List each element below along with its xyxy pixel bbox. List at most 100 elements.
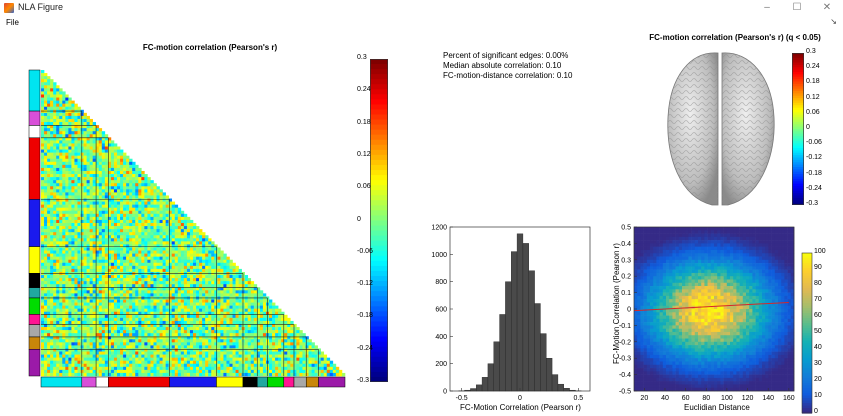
histogram-bar xyxy=(522,243,529,392)
density-colorbar-tick: 20 xyxy=(814,376,822,383)
network-label-left xyxy=(28,314,41,325)
histogram-plot: 1200 1000 800 600 400 200 0 -0.5 0 0.5 xyxy=(431,225,591,402)
network-label-left xyxy=(28,297,41,315)
menu-file[interactable]: File xyxy=(6,18,19,27)
histogram-ytick: 400 xyxy=(435,334,447,341)
histogram-bar xyxy=(546,357,553,392)
network-label-bottom xyxy=(40,376,83,388)
histogram-bar xyxy=(481,377,489,392)
network-label-left xyxy=(28,110,41,126)
scatter-xtick: 40 xyxy=(661,395,669,402)
histogram-bar xyxy=(551,374,559,392)
matrix-colorbar-tick: -0.12 xyxy=(357,280,373,288)
histogram-bar xyxy=(470,388,477,392)
histogram-ytick: 1200 xyxy=(431,225,447,232)
network-label-bottom xyxy=(169,376,217,388)
scatter-xtick: 140 xyxy=(762,395,774,402)
brain-colorbar-tick: 0 xyxy=(806,124,810,131)
matrix-title: FC-motion correlation (Pearson's r) xyxy=(142,43,278,52)
network-label-left xyxy=(28,349,41,377)
histogram-bar xyxy=(505,281,512,392)
density-colorbar xyxy=(801,252,813,414)
close-button[interactable]: ✕ xyxy=(822,2,832,13)
network-label-bottom xyxy=(305,376,319,388)
brain-colorbar-tick: 0.3 xyxy=(806,48,816,55)
brain-colorbar-tick: -0.3 xyxy=(806,200,819,207)
scatter-ytick: -0.3 xyxy=(619,356,631,363)
histogram-bar xyxy=(476,384,483,392)
histogram-bar xyxy=(540,333,547,392)
brain-colorbar-tick: -0.06 xyxy=(806,139,822,147)
histogram-ytick: 0 xyxy=(443,389,447,396)
histogram-bar xyxy=(528,270,535,392)
scatter-xtick: 100 xyxy=(721,395,733,402)
histogram-xlabel: FC-Motion Correlation (Pearson r) xyxy=(460,403,581,412)
brain-colorbar-tick: -0.12 xyxy=(806,154,822,162)
density-colorbar-tick: 90 xyxy=(814,264,822,271)
scatter-ytick: -0.5 xyxy=(619,389,631,396)
density-colorbar-tick: 10 xyxy=(814,392,822,399)
density-colorbar-tick: 50 xyxy=(814,328,822,335)
window-title: NLA Figure xyxy=(18,2,64,12)
menu-bar: File ↘ xyxy=(0,16,843,29)
density-colorbar-tick: 60 xyxy=(814,312,822,319)
matrix-colorbar-tick: 0.06 xyxy=(357,183,371,191)
regression-line xyxy=(633,301,789,312)
histogram-bar xyxy=(499,314,506,392)
brain-colorbar-tick: 0.18 xyxy=(806,78,820,86)
density-colorbar-tick: 40 xyxy=(814,344,822,351)
histogram-bar xyxy=(516,233,524,392)
density-colorbar-tick: 80 xyxy=(814,280,822,287)
correlation-matrix xyxy=(28,69,346,388)
matrix-colorbar xyxy=(370,59,388,382)
brain-colorbar-tick: 0.24 xyxy=(806,63,820,71)
network-label-left xyxy=(28,287,41,299)
brain-title: FC-motion correlation (Pearson's r) (q <… xyxy=(649,33,821,42)
network-label-bottom xyxy=(81,376,97,388)
density-colorbar-tick: 0 xyxy=(814,408,818,415)
histogram-xtick: 0 xyxy=(518,395,522,402)
network-label-bottom xyxy=(108,376,170,388)
scatter-xlabel: Euclidian Distance xyxy=(684,403,750,412)
histogram-bar xyxy=(493,341,500,392)
matrix-colorbar-tick: 0.24 xyxy=(357,86,371,94)
network-label-left xyxy=(28,199,41,247)
maximize-button[interactable]: ☐ xyxy=(792,2,802,13)
network-label-left xyxy=(28,125,41,139)
brain-colorbar-tick: -0.18 xyxy=(806,169,822,177)
brain-colorbar-tick: 0.06 xyxy=(806,108,820,116)
histogram-xtick: -0.5 xyxy=(456,395,468,402)
network-label-bottom xyxy=(242,376,258,388)
minimize-button[interactable]: – xyxy=(764,2,770,13)
matrix-colorbar-tick: -0.06 xyxy=(357,247,373,255)
density-colorbar-tick: 100 xyxy=(814,248,826,255)
network-label-bottom xyxy=(257,376,268,388)
histogram-bar xyxy=(511,251,518,392)
figure-canvas: FC-motion correlation (Pearson's r) 0.3 0… xyxy=(0,29,843,416)
scatter-ytick: -0.1 xyxy=(619,323,631,330)
matrix-colorbar-tick: 0.18 xyxy=(357,118,371,126)
scatter-ytick: 0 xyxy=(627,307,631,314)
matrix-colorbar-tick: 0.3 xyxy=(357,54,367,61)
toolbar-toggle-icon[interactable]: ↘ xyxy=(830,17,837,26)
matrix-colorbar-tick: -0.18 xyxy=(357,312,373,320)
scatter-xtick: 20 xyxy=(640,395,648,402)
matrix-colorbar-tick: -0.24 xyxy=(357,344,373,352)
scatter-xtick: 160 xyxy=(783,395,795,402)
window-titlebar: NLA Figure – ☐ ✕ xyxy=(0,0,843,17)
network-label-bottom xyxy=(283,376,295,388)
stat-distance-correlation: FC-motion-distance correlation: 0.10 xyxy=(443,71,573,80)
matrix-colorbar-tick: 0 xyxy=(357,215,361,223)
scatter-ytick: -0.4 xyxy=(619,372,631,379)
network-label-left xyxy=(28,336,41,350)
scatter-ytick: 0.1 xyxy=(621,290,631,297)
scatter-xtick: 120 xyxy=(742,395,754,402)
scatter-xtick: 60 xyxy=(682,395,690,402)
stat-median-correlation: Median absolute correlation: 0.10 xyxy=(443,61,562,70)
network-label-bottom xyxy=(293,376,307,388)
network-label-bottom xyxy=(95,376,109,388)
scatter-ytick: 0.4 xyxy=(621,241,631,248)
network-label-left xyxy=(28,273,41,288)
histogram-ytick: 800 xyxy=(435,279,447,286)
histogram-bar xyxy=(534,303,541,392)
